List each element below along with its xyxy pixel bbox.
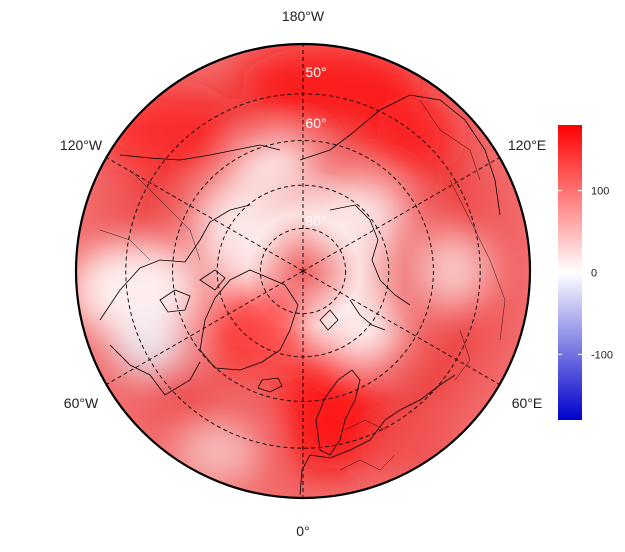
colorbar-tick-label: 100 — [591, 186, 609, 198]
meridian-label-0: 0° — [296, 523, 309, 539]
meridian-label-60w: 60°W — [64, 395, 99, 411]
meridian-120 — [302, 157, 500, 272]
colorbar-tick-label: 0 — [591, 268, 597, 280]
meridian-label-120w: 120°W — [60, 137, 103, 153]
meridian-label-120e: 120°E — [508, 137, 546, 153]
colorbar: 100 0 -100 — [558, 125, 613, 420]
meridian-label-60e: 60°E — [512, 395, 543, 411]
country-borders — [99, 99, 506, 471]
meridian-300 — [106, 270, 304, 385]
colorbar-tick-label: -100 — [591, 349, 613, 361]
meridian-60 — [302, 270, 500, 385]
meridian-label-180w: 180°W — [282, 8, 325, 24]
graticule — [106, 44, 500, 498]
parallel-label-60: 60° — [305, 115, 326, 131]
coastlines — [99, 94, 501, 496]
parallel-label-50: 50° — [305, 64, 326, 80]
map-boundary — [74, 42, 532, 500]
meridian-240 — [106, 157, 304, 272]
parallel-60 — [172, 140, 434, 402]
temperature-field — [76, 44, 530, 498]
parallel-label-80: 80° — [305, 213, 326, 229]
